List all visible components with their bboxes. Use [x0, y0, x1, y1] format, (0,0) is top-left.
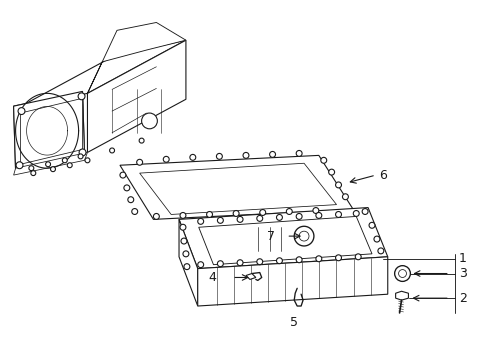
- Circle shape: [373, 236, 379, 242]
- Circle shape: [197, 219, 203, 224]
- Polygon shape: [87, 40, 185, 152]
- Circle shape: [183, 264, 189, 270]
- Circle shape: [368, 222, 374, 228]
- Circle shape: [394, 266, 409, 282]
- Circle shape: [294, 226, 313, 246]
- Circle shape: [123, 185, 129, 191]
- Circle shape: [335, 255, 341, 261]
- Circle shape: [206, 212, 212, 217]
- Circle shape: [296, 257, 302, 263]
- Circle shape: [320, 157, 326, 163]
- Polygon shape: [140, 163, 336, 215]
- Circle shape: [16, 162, 23, 169]
- Circle shape: [335, 182, 341, 188]
- Circle shape: [276, 258, 282, 264]
- Circle shape: [197, 262, 203, 267]
- Text: 2: 2: [458, 292, 466, 305]
- Circle shape: [183, 251, 188, 257]
- Polygon shape: [179, 208, 387, 269]
- Circle shape: [296, 213, 302, 219]
- Text: 7: 7: [266, 230, 274, 243]
- Circle shape: [335, 212, 341, 217]
- Polygon shape: [20, 98, 82, 164]
- Circle shape: [315, 212, 321, 219]
- Circle shape: [256, 259, 262, 265]
- Circle shape: [237, 260, 243, 266]
- Circle shape: [45, 162, 50, 167]
- Text: 5: 5: [289, 316, 298, 329]
- Circle shape: [127, 197, 133, 203]
- Polygon shape: [14, 152, 87, 175]
- Polygon shape: [16, 40, 185, 109]
- Circle shape: [276, 215, 282, 220]
- Polygon shape: [245, 274, 255, 279]
- Circle shape: [315, 256, 321, 262]
- Circle shape: [312, 208, 318, 213]
- Circle shape: [216, 153, 222, 159]
- Circle shape: [398, 270, 406, 278]
- Text: 4: 4: [208, 271, 216, 284]
- Circle shape: [217, 261, 223, 267]
- Circle shape: [79, 149, 86, 156]
- Text: 6: 6: [378, 168, 386, 181]
- Circle shape: [131, 208, 138, 215]
- Circle shape: [31, 171, 36, 176]
- Polygon shape: [87, 22, 185, 93]
- Polygon shape: [197, 257, 387, 306]
- Circle shape: [18, 108, 25, 114]
- Circle shape: [78, 154, 83, 159]
- Circle shape: [342, 194, 347, 200]
- Circle shape: [355, 254, 361, 260]
- Polygon shape: [198, 216, 371, 265]
- Circle shape: [237, 216, 243, 222]
- Circle shape: [109, 148, 114, 153]
- Text: 3: 3: [458, 267, 466, 280]
- Circle shape: [296, 150, 302, 156]
- Circle shape: [85, 158, 90, 163]
- Polygon shape: [395, 291, 407, 300]
- Text: 1: 1: [458, 252, 466, 265]
- Circle shape: [180, 212, 185, 219]
- Circle shape: [67, 163, 72, 168]
- Circle shape: [153, 213, 159, 219]
- Polygon shape: [179, 219, 197, 306]
- Circle shape: [50, 167, 55, 172]
- Circle shape: [180, 224, 185, 230]
- Circle shape: [352, 211, 359, 216]
- Circle shape: [243, 152, 248, 158]
- Circle shape: [377, 248, 383, 254]
- Polygon shape: [120, 156, 352, 219]
- Circle shape: [139, 138, 144, 143]
- Circle shape: [256, 215, 262, 221]
- Circle shape: [62, 158, 67, 163]
- Circle shape: [120, 172, 125, 178]
- Circle shape: [142, 113, 157, 129]
- Circle shape: [189, 154, 195, 160]
- Circle shape: [29, 166, 34, 171]
- Circle shape: [163, 156, 169, 162]
- Circle shape: [328, 169, 334, 175]
- Circle shape: [233, 211, 239, 216]
- Circle shape: [78, 93, 85, 100]
- Circle shape: [269, 152, 275, 157]
- Circle shape: [299, 231, 308, 241]
- Circle shape: [286, 208, 292, 215]
- Circle shape: [259, 210, 265, 215]
- Circle shape: [137, 159, 142, 165]
- Circle shape: [181, 238, 186, 244]
- Polygon shape: [14, 91, 84, 170]
- Polygon shape: [14, 91, 84, 170]
- Circle shape: [217, 217, 223, 223]
- Circle shape: [362, 208, 367, 215]
